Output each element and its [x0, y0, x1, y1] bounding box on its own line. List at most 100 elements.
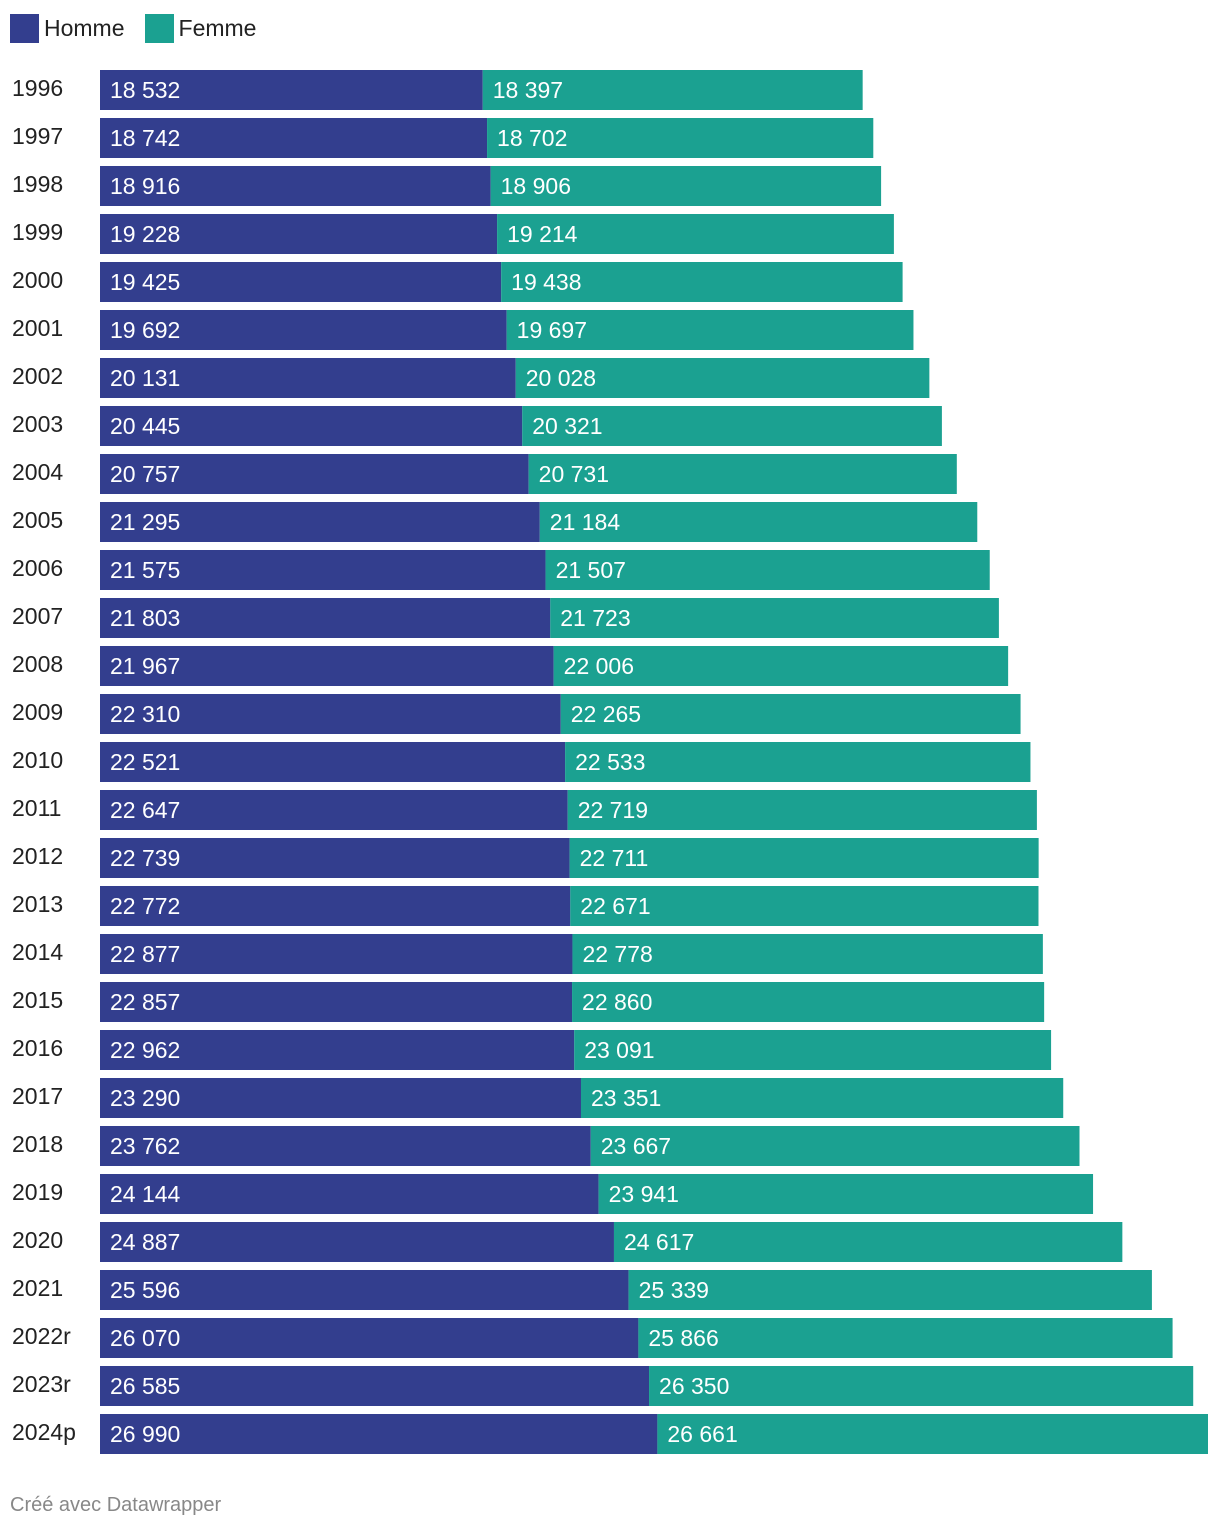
value-label-femme-2006: 21 507 [556, 557, 626, 583]
bar-homme-1996 [100, 70, 483, 110]
bar-homme-2016 [100, 1030, 575, 1070]
value-label-femme-2012: 22 711 [580, 845, 649, 871]
bar-femme-2005 [539, 502, 978, 542]
value-label-homme-1997: 18 742 [110, 125, 180, 151]
legend: Homme Femme [10, 13, 276, 43]
bar-femme-2017 [580, 1078, 1064, 1118]
bar-femme-2022r [638, 1318, 1173, 1358]
bar-femme-1999 [497, 214, 894, 254]
year-label-2010: 2010 [12, 747, 63, 773]
year-label-2023r: 2023r [12, 1371, 71, 1397]
value-label-homme-2006: 21 575 [110, 557, 180, 583]
value-label-homme-2012: 22 739 [110, 845, 180, 871]
bar-femme-2004 [528, 454, 957, 494]
bar-homme-2019 [100, 1174, 599, 1214]
bar-femme-2013 [570, 886, 1039, 926]
bar-homme-2017 [100, 1078, 581, 1118]
year-label-2007: 2007 [12, 603, 63, 629]
year-label-2011: 2011 [12, 795, 61, 821]
year-label-2002: 2002 [12, 363, 63, 389]
bar-homme-2000 [100, 262, 502, 302]
value-label-homme-2007: 21 803 [110, 605, 180, 631]
legend-swatch-femme [144, 13, 174, 43]
year-label-2012: 2012 [12, 843, 63, 869]
bar-homme-2009 [100, 694, 561, 734]
value-label-homme-2022r: 26 070 [110, 1325, 180, 1351]
legend-label-homme: Homme [44, 14, 125, 41]
value-label-homme-2011: 22 647 [110, 797, 180, 823]
bar-femme-2015 [572, 982, 1045, 1022]
year-label-2014: 2014 [12, 939, 63, 965]
value-label-femme-2011: 22 719 [578, 797, 648, 823]
year-label-2015: 2015 [12, 987, 63, 1013]
bar-homme-2003 [100, 406, 523, 446]
year-label-1996: 1996 [12, 75, 63, 101]
bar-femme-2019 [598, 1174, 1094, 1214]
bar-homme-1999 [100, 214, 498, 254]
year-label-2009: 2009 [12, 699, 63, 725]
year-label-2003: 2003 [12, 411, 63, 437]
value-label-femme-2019: 23 941 [609, 1181, 679, 1207]
value-label-homme-2019: 24 144 [110, 1181, 181, 1207]
year-label-2006: 2006 [12, 555, 63, 581]
bar-femme-2024p [657, 1414, 1208, 1454]
year-label-2024p: 2024p [12, 1419, 76, 1445]
value-label-homme-2024p: 26 990 [110, 1421, 180, 1447]
value-label-femme-1997: 18 702 [497, 125, 567, 151]
value-label-homme-1999: 19 228 [110, 221, 180, 247]
year-label-2020: 2020 [12, 1227, 63, 1253]
value-label-femme-2024p: 26 661 [667, 1421, 737, 1447]
bar-homme-2001 [100, 310, 507, 350]
bar-homme-2005 [100, 502, 540, 542]
year-label-1997: 1997 [12, 123, 63, 149]
value-label-homme-2023r: 26 585 [110, 1373, 180, 1399]
bar-homme-2014 [100, 934, 573, 974]
value-label-femme-1999: 19 214 [507, 221, 578, 247]
bar-homme-2002 [100, 358, 516, 398]
value-label-homme-2017: 23 290 [110, 1085, 180, 1111]
bar-femme-2001 [506, 310, 914, 350]
bar-femme-1997 [487, 118, 874, 158]
bar-femme-2023r [649, 1366, 1194, 1406]
bar-femme-2003 [522, 406, 942, 446]
bar-homme-2006 [100, 550, 546, 590]
bar-femme-2012 [569, 838, 1039, 878]
value-label-homme-2003: 20 445 [110, 413, 180, 439]
bar-femme-2006 [545, 550, 990, 590]
stacked-bar-chart: 1996 18 532 18 397 1997 18 742 18 702 1998 18 9… [12, 70, 1208, 1454]
bar-femme-2008 [553, 646, 1009, 686]
bar-homme-2022r [100, 1318, 639, 1358]
bar-homme-2012 [100, 838, 570, 878]
value-label-homme-2009: 22 310 [110, 701, 180, 727]
value-label-homme-2020: 24 887 [110, 1229, 180, 1255]
value-label-homme-2021: 25 596 [110, 1277, 180, 1303]
year-label-2008: 2008 [12, 651, 63, 677]
bar-femme-1996 [482, 70, 863, 110]
value-label-homme-2004: 20 757 [110, 461, 180, 487]
bar-homme-1998 [100, 166, 491, 206]
value-label-femme-2022r: 25 866 [648, 1325, 718, 1351]
value-label-femme-2021: 25 339 [639, 1277, 709, 1303]
bar-homme-2023r [100, 1366, 650, 1406]
legend-item-homme: Homme [10, 13, 125, 43]
bar-femme-2011 [567, 790, 1037, 830]
value-label-homme-2013: 22 772 [110, 893, 180, 919]
value-label-femme-2002: 20 028 [526, 365, 596, 391]
bar-femme-2009 [560, 694, 1021, 734]
bar-femme-2010 [565, 742, 1031, 782]
value-label-homme-2010: 22 521 [110, 749, 180, 775]
value-label-homme-2015: 22 857 [110, 989, 180, 1015]
value-label-homme-2014: 22 877 [110, 941, 180, 967]
bar-femme-2014 [572, 934, 1043, 974]
year-label-2013: 2013 [12, 891, 63, 917]
year-label-1998: 1998 [12, 171, 63, 197]
year-label-2004: 2004 [12, 459, 63, 485]
bar-homme-1997 [100, 118, 488, 158]
bar-femme-2016 [574, 1030, 1052, 1070]
value-label-femme-2018: 23 667 [601, 1133, 671, 1159]
bar-homme-2024p [100, 1414, 658, 1454]
year-label-2000: 2000 [12, 267, 63, 293]
value-label-femme-1996: 18 397 [493, 77, 563, 103]
bar-femme-2018 [590, 1126, 1080, 1166]
year-label-2021: 2021 [12, 1275, 63, 1301]
